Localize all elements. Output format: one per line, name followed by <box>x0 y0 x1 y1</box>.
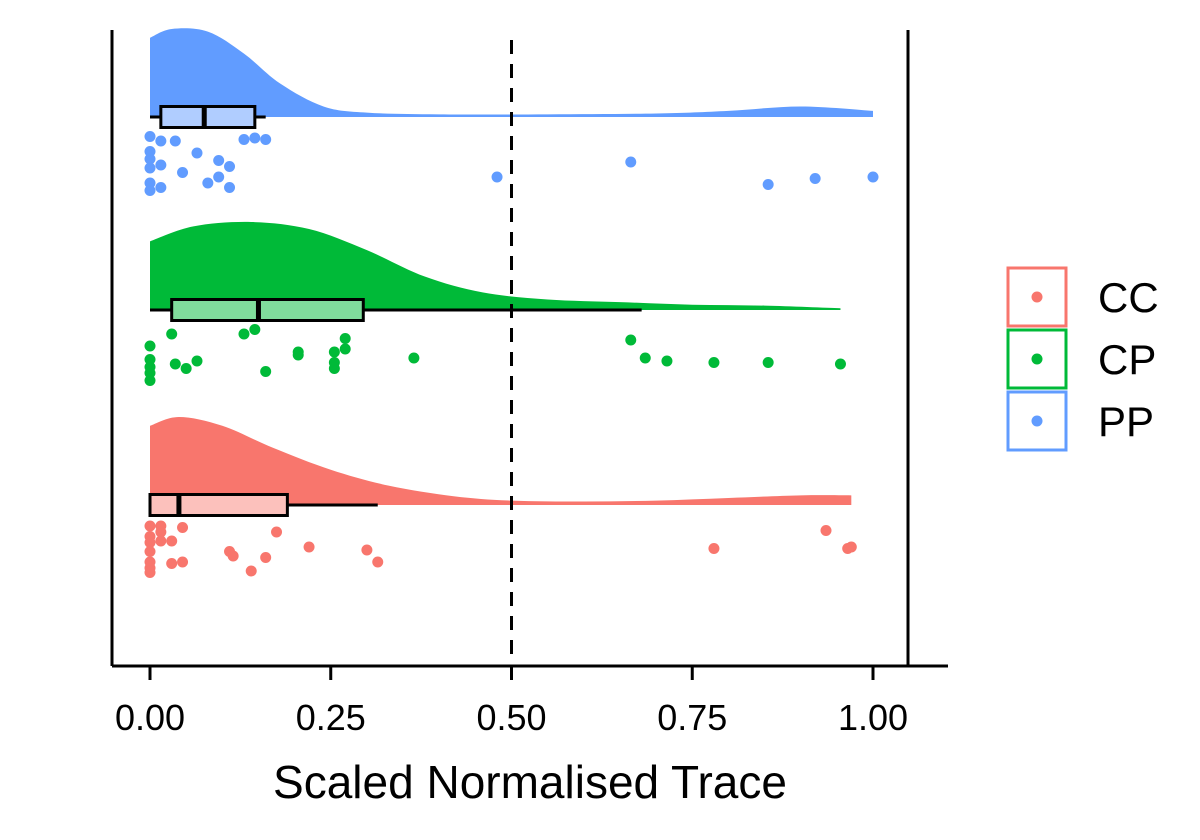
point-cc <box>155 535 167 547</box>
point-cp <box>249 324 261 335</box>
x-axis-title: Scaled Normalised Trace <box>273 756 787 808</box>
point-cc <box>177 556 189 568</box>
point-pp <box>155 159 167 171</box>
point-cp <box>762 357 774 368</box>
point-pp <box>144 185 156 196</box>
point-cp <box>661 355 673 367</box>
point-pp <box>762 179 774 190</box>
box-cp <box>170 298 365 322</box>
legend-dot-pp <box>1031 415 1043 427</box>
point-pp <box>144 131 156 142</box>
density-cp <box>150 221 841 310</box>
point-pp <box>224 161 236 172</box>
point-pp <box>867 171 879 183</box>
point-pp <box>213 171 225 183</box>
legend-dot-cc <box>1031 291 1043 303</box>
point-pp <box>177 167 189 178</box>
point-pp <box>144 153 156 165</box>
point-cp <box>328 346 340 358</box>
legend-label-pp: PP <box>1098 398 1154 445</box>
point-pp <box>213 155 225 166</box>
point-cp <box>238 328 250 340</box>
x-tick-label: 0.50 <box>476 697 546 738</box>
point-pp <box>191 147 203 159</box>
point-cp <box>708 357 720 368</box>
point-cc <box>166 558 178 569</box>
point-cp <box>180 363 192 374</box>
point-cp <box>834 358 846 370</box>
point-cc <box>271 526 283 538</box>
point-cc <box>144 537 156 548</box>
legend-dot-cp <box>1031 353 1043 365</box>
plot-groups <box>144 28 879 578</box>
point-cc <box>177 522 189 533</box>
x-ticks: 0.00 0.25 0.50 0.75 1.00 <box>115 666 908 738</box>
point-pp <box>491 171 503 183</box>
point-cc <box>708 543 720 554</box>
point-cc <box>372 556 384 568</box>
point-cp <box>339 343 351 355</box>
point-cc <box>144 520 156 532</box>
point-cc <box>227 550 239 562</box>
point-cp <box>328 363 340 374</box>
point-cc <box>820 525 832 536</box>
density-cc <box>150 417 852 505</box>
point-pp <box>809 173 821 184</box>
box-pp <box>159 105 257 129</box>
legend-label-cc: CC <box>1098 274 1159 321</box>
point-pp <box>625 156 637 168</box>
point-cc <box>845 541 857 553</box>
point-pp <box>155 182 167 193</box>
point-pp <box>238 134 250 145</box>
legend: CC CP PP <box>1006 266 1159 452</box>
point-cc <box>361 544 373 556</box>
point-cc <box>245 565 257 577</box>
point-pp <box>155 135 167 147</box>
point-pp <box>202 177 214 189</box>
x-tick-label: 0.75 <box>657 697 727 738</box>
point-cp <box>191 355 203 367</box>
point-cc <box>260 552 272 563</box>
legend-label-cp: CP <box>1098 336 1156 383</box>
point-pp <box>249 132 261 144</box>
point-pp <box>144 162 156 174</box>
point-cp <box>260 366 272 377</box>
x-tick-label: 0.00 <box>115 697 185 738</box>
point-cc <box>155 526 167 538</box>
point-cp <box>339 333 351 344</box>
point-cp <box>639 352 651 364</box>
point-pp <box>169 135 181 147</box>
x-tick-label: 0.25 <box>296 697 366 738</box>
point-cp <box>625 334 637 346</box>
group-cp <box>144 221 846 386</box>
point-cp <box>408 352 420 364</box>
point-cc <box>144 546 156 557</box>
point-cc <box>166 535 178 547</box>
point-pp <box>260 134 272 145</box>
group-cc <box>144 417 857 578</box>
group-pp <box>144 28 879 196</box>
point-cp <box>169 358 181 370</box>
point-cp <box>292 346 304 358</box>
point-cp <box>166 328 178 340</box>
x-tick-label: 1.00 <box>838 697 908 738</box>
point-cp <box>144 375 156 386</box>
point-pp <box>224 182 236 193</box>
point-cc <box>144 567 156 578</box>
point-cc <box>303 541 315 553</box>
point-cp <box>144 340 156 352</box>
box-cc <box>148 493 289 517</box>
